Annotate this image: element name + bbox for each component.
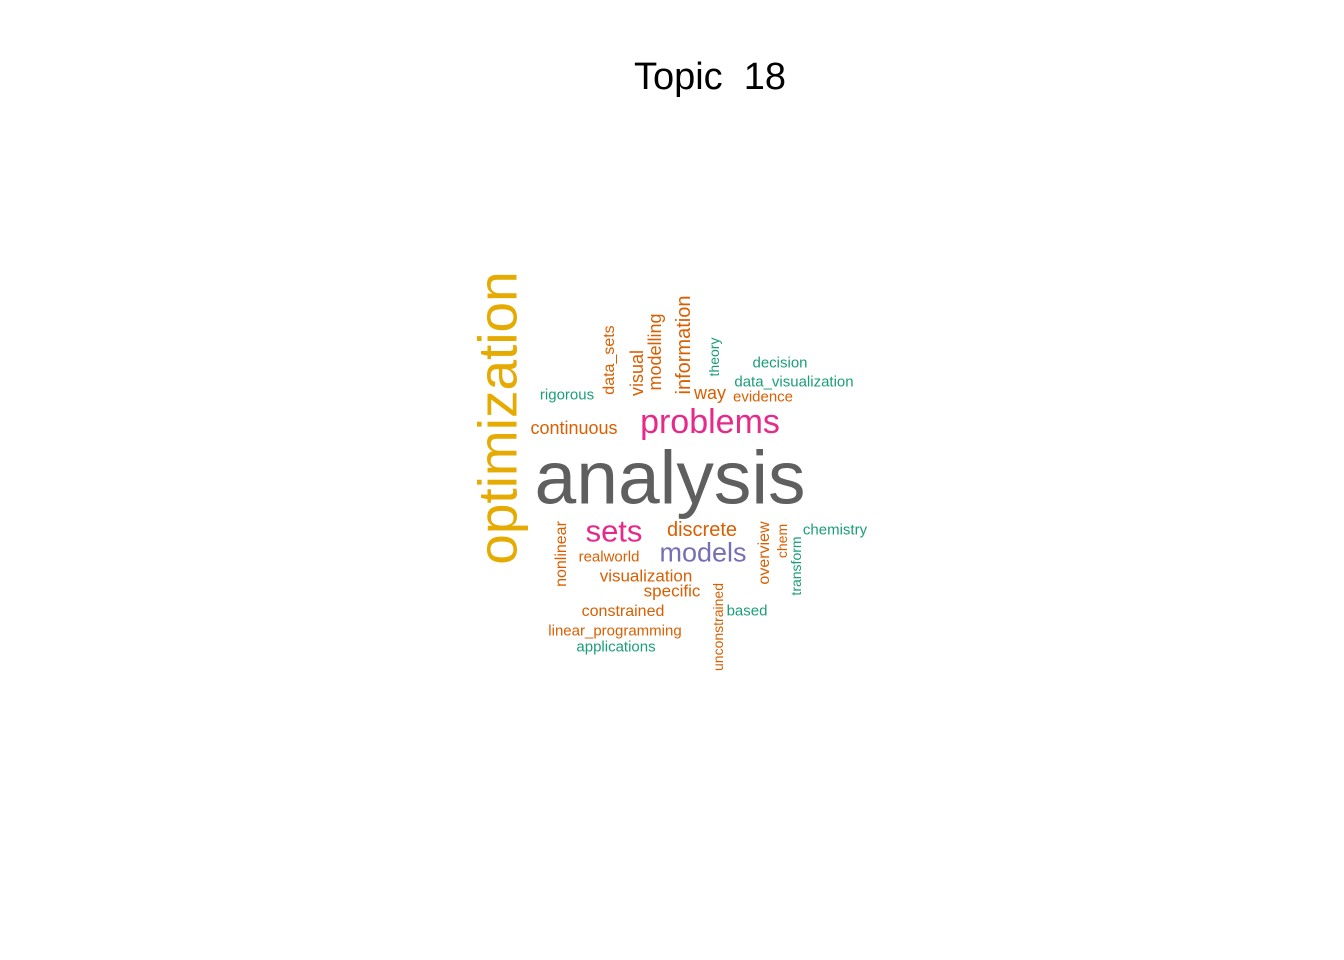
word-nonlinear: nonlinear <box>553 521 570 587</box>
word-decision: decision <box>752 354 808 372</box>
word-modelling: modelling <box>645 313 665 391</box>
plot-title: Topic 18 <box>633 56 787 98</box>
word-way: way <box>693 383 727 403</box>
word-discrete: discrete <box>666 519 738 541</box>
word-linear-programming: linear_programming <box>548 622 682 640</box>
word-continuous: continuous <box>530 418 618 438</box>
word-analysis: analysis <box>534 435 806 520</box>
word-rigorous: rigorous <box>539 386 595 404</box>
word-unconstrained: unconstrained <box>710 583 726 671</box>
word-based: based <box>726 602 768 620</box>
word-chem: chem <box>774 523 790 559</box>
word-problems: problems <box>640 403 780 441</box>
word-optimization: optimization <box>466 271 529 565</box>
word-chemistry: chemistry <box>802 521 868 539</box>
word-evidence: evidence <box>732 388 794 406</box>
word-overview: overview <box>756 521 773 585</box>
word-visualization: visualization <box>599 566 693 586</box>
word-sets: sets <box>585 513 643 549</box>
word-data-visualization: data_visualization <box>734 373 854 391</box>
word-applications: applications <box>576 638 656 656</box>
word-constrained: constrained <box>581 603 665 620</box>
word-data-sets: data_sets <box>601 325 618 395</box>
word-theory: theory <box>706 337 722 377</box>
word-specific: specific <box>643 581 701 601</box>
word-models: models <box>659 537 747 568</box>
word-information: information <box>673 295 695 395</box>
word-realworld: realworld <box>578 548 640 566</box>
word-transform: transform <box>788 536 804 596</box>
word-visual: visual <box>627 349 647 397</box>
